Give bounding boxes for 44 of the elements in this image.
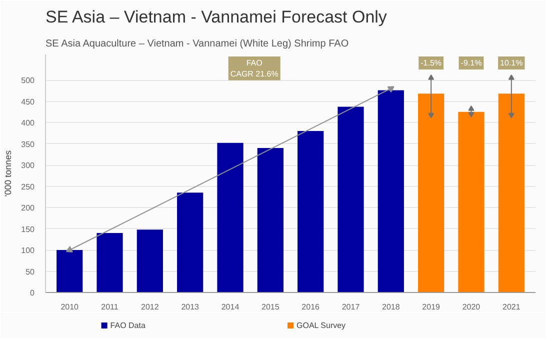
y-tick-label: 50 (26, 267, 36, 276)
y-tick-label: 150 (21, 224, 36, 234)
x-tick-label: 2020 (462, 302, 481, 312)
y-tick-label: 400 (21, 118, 36, 128)
x-tick-label: 2010 (60, 302, 80, 312)
chart-subtitle: SE Asia Aquaculture – Vietnam - Vannamei (White Leg) Shrimp FAO (46, 38, 349, 50)
x-tick-label: 2015 (262, 302, 280, 312)
x-tick-label: 2017 (342, 302, 360, 312)
y-tick-label: 450 (21, 97, 36, 106)
x-tick-label: 2013 (181, 302, 200, 312)
annotation: -1.5% (420, 58, 442, 68)
y-tick-label: 500 (21, 76, 36, 85)
x-tick-label: 2011 (101, 302, 119, 312)
y-tick-label: 0 (30, 288, 36, 298)
y-tick-label: 200 (21, 204, 36, 212)
bar (418, 94, 444, 292)
x-tick-label: 2021 (502, 302, 521, 312)
legend-label: FAO Data (110, 321, 146, 330)
annotation: FAO CAGR 21.6% (230, 58, 278, 78)
y-tick-label: 300 (21, 161, 36, 170)
x-tick-label: 2016 (302, 302, 320, 312)
annotation: -9.1% (460, 58, 482, 68)
x-tick-label: 2014 (221, 302, 240, 312)
bar (338, 106, 364, 292)
bar (136, 230, 163, 292)
y-tick-label: 250 (21, 182, 36, 192)
bar (458, 112, 484, 292)
bar (378, 90, 404, 292)
bar (257, 148, 284, 292)
legend-label: GOAL Survey (296, 321, 346, 330)
x-tick-label: 2019 (422, 302, 441, 312)
y-axis-title: '000 tonnes (3, 150, 14, 197)
y-tick-label: 350 (21, 140, 36, 149)
bar (96, 233, 123, 292)
bar (298, 131, 324, 292)
bar (498, 94, 524, 292)
bar (177, 192, 204, 292)
y-tick-label: 100 (21, 246, 36, 255)
chart-title: SE Asia – Vietnam - Vannamei Forecast Only (46, 8, 388, 26)
bar (56, 250, 83, 292)
bar (217, 142, 244, 292)
x-tick-label: 2018 (382, 302, 400, 312)
annotation: 10.1% (500, 58, 523, 68)
x-tick-label: 2012 (141, 302, 160, 312)
